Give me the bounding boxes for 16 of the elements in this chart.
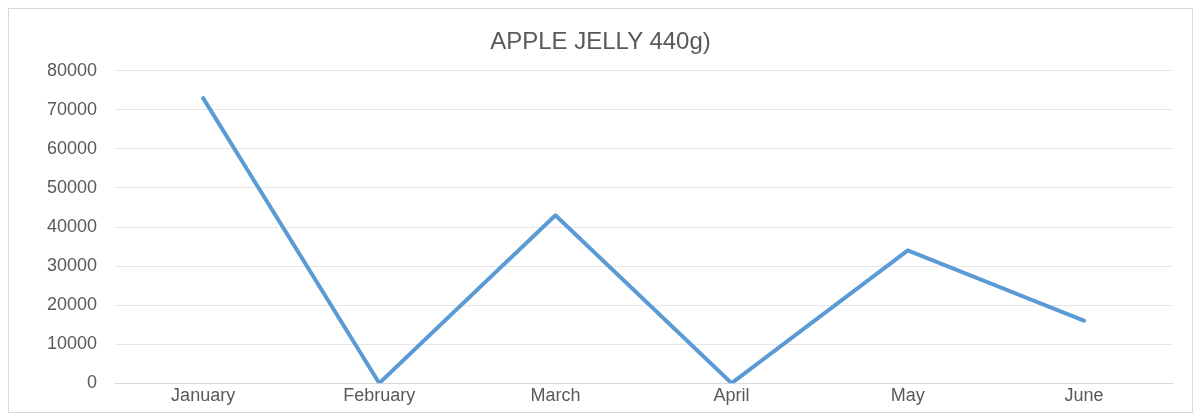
- x-tick-label: January: [171, 384, 236, 405]
- y-tick-label: 40000: [46, 215, 98, 236]
- y-tick-label: 50000: [46, 176, 98, 197]
- x-tick-label: April: [713, 384, 750, 405]
- y-tick-label: 10000: [46, 333, 98, 354]
- chart-title: APPLE JELLY 440g): [490, 27, 711, 55]
- y-tick-label: 20000: [46, 294, 98, 315]
- y-tick-label: 30000: [46, 255, 98, 276]
- y-tick-label: 70000: [46, 98, 98, 119]
- x-tick-label: June: [1064, 384, 1104, 405]
- y-tick-label: 0: [87, 372, 98, 393]
- y-tick-label: 60000: [46, 137, 98, 158]
- x-tick-label: February: [343, 384, 416, 405]
- x-tick-label: May: [890, 384, 925, 405]
- y-tick-label: 80000: [46, 59, 98, 80]
- x-tick-label: March: [530, 384, 581, 405]
